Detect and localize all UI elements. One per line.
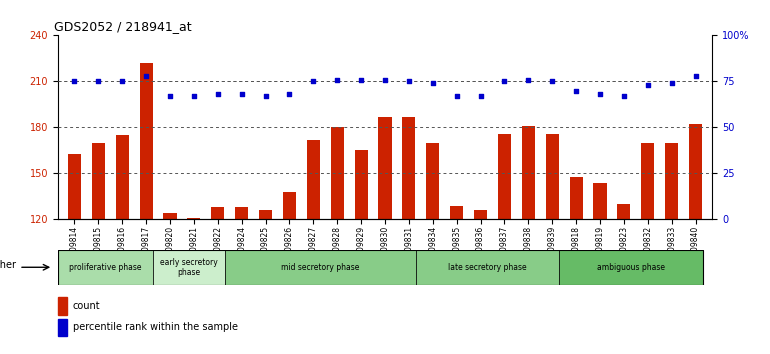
Point [665,80,678,86]
Point [236,91,248,97]
Bar [689,124,702,354]
Bar [58,297,67,314]
Point [689,73,701,79]
Text: proliferative phase: proliferative phase [69,263,142,272]
Text: other: other [0,261,16,270]
Bar [474,210,487,354]
Point [259,93,272,99]
Bar [354,150,368,354]
Point [164,93,176,99]
Bar [259,210,272,354]
Bar [68,154,81,354]
Bar [211,207,224,354]
Bar [330,127,343,354]
Text: count: count [72,301,100,311]
Point [498,79,511,84]
Text: ambiguous phase: ambiguous phase [597,263,665,272]
Point [618,93,630,99]
Bar [450,206,464,354]
Bar [498,133,511,354]
Text: mid secretory phase: mid secretory phase [281,263,360,272]
Point [283,91,296,97]
Point [140,73,152,79]
Point [474,93,487,99]
Bar [58,250,153,285]
Bar [594,183,607,354]
Text: late secretory phase: late secretory phase [448,263,527,272]
Bar [139,63,152,354]
Point [403,79,415,84]
Bar [618,204,631,354]
Point [379,77,391,82]
Point [307,79,320,84]
Bar [225,250,416,285]
Bar [641,143,654,354]
Point [92,79,105,84]
Bar [187,218,200,354]
Point [355,77,367,82]
Text: percentile rank within the sample: percentile rank within the sample [72,322,238,332]
Bar [235,207,248,354]
Bar [92,143,105,354]
Point [570,88,582,93]
Text: GDS2052 / 218941_at: GDS2052 / 218941_at [55,20,192,33]
Bar [416,250,559,285]
Point [212,91,224,97]
Bar [570,177,583,354]
Bar [522,126,535,354]
Point [522,77,534,82]
Point [116,79,129,84]
Bar [283,192,296,354]
Bar [116,135,129,354]
Point [331,77,343,82]
Point [546,79,558,84]
Bar [427,143,440,354]
Bar [163,213,176,354]
Bar [306,140,320,354]
Bar [402,117,416,354]
Bar [559,250,703,285]
Bar [665,143,678,354]
Text: early secretory
phase: early secretory phase [160,258,218,277]
Point [641,82,654,88]
Point [594,91,606,97]
Bar [153,250,225,285]
Bar [58,319,67,336]
Bar [378,117,392,354]
Point [69,79,81,84]
Bar [546,133,559,354]
Point [188,93,200,99]
Point [427,80,439,86]
Point [450,93,463,99]
